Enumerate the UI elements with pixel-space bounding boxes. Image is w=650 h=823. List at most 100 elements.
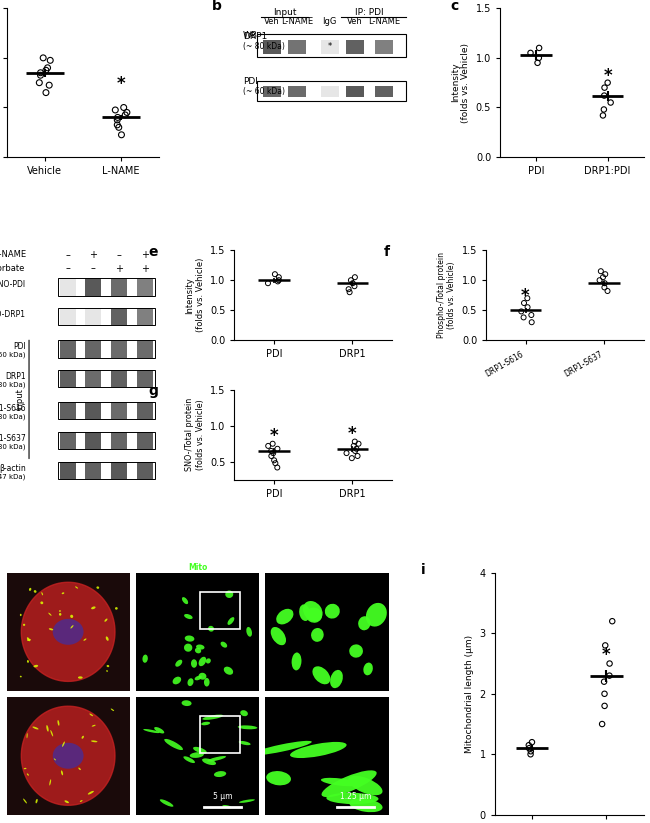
Ellipse shape: [239, 741, 251, 745]
Point: [112, 119, 122, 132]
Ellipse shape: [226, 590, 233, 598]
Text: *: *: [117, 75, 125, 93]
Ellipse shape: [251, 741, 312, 756]
Text: e: e: [148, 244, 157, 258]
Ellipse shape: [90, 714, 93, 716]
Bar: [85, 278, 101, 295]
Text: b: b: [212, 0, 222, 13]
Point: [270, 267, 280, 281]
Ellipse shape: [227, 617, 235, 625]
Point: [526, 316, 537, 329]
Text: 5 μm: 5 μm: [213, 792, 232, 801]
Ellipse shape: [115, 607, 118, 610]
Ellipse shape: [46, 725, 49, 732]
Point: [523, 300, 533, 314]
Text: (~ 80 kDa): (~ 80 kDa): [0, 413, 26, 420]
Polygon shape: [21, 706, 115, 806]
Text: (~ 80 kDa): (~ 80 kDa): [242, 43, 285, 52]
Ellipse shape: [292, 653, 302, 671]
Ellipse shape: [40, 602, 44, 604]
Ellipse shape: [27, 660, 29, 663]
Ellipse shape: [59, 610, 61, 611]
Ellipse shape: [75, 586, 78, 588]
Point: [343, 282, 354, 295]
Point: [599, 675, 609, 688]
Point: [267, 437, 278, 450]
Ellipse shape: [202, 714, 224, 720]
Bar: [111, 278, 127, 295]
Text: PDI: PDI: [13, 342, 26, 351]
Ellipse shape: [214, 771, 226, 777]
Ellipse shape: [27, 774, 29, 776]
Point: [595, 265, 606, 278]
Ellipse shape: [220, 642, 227, 648]
Text: Veh: Veh: [264, 17, 280, 26]
Bar: [111, 340, 127, 357]
Title: Mito: Mito: [188, 563, 207, 572]
Ellipse shape: [306, 607, 322, 623]
Ellipse shape: [164, 739, 183, 750]
Bar: [85, 432, 101, 449]
Bar: [58, 340, 155, 357]
Ellipse shape: [322, 770, 376, 797]
Ellipse shape: [326, 793, 378, 804]
Bar: [85, 462, 101, 479]
Ellipse shape: [270, 627, 286, 645]
Bar: [111, 462, 127, 479]
Bar: [263, 40, 281, 54]
Ellipse shape: [57, 720, 59, 726]
Text: DRP1: DRP1: [5, 372, 26, 381]
Point: [274, 271, 284, 284]
Point: [268, 447, 278, 460]
Bar: [60, 278, 75, 295]
Point: [263, 439, 274, 453]
Text: β-actin: β-actin: [0, 464, 26, 472]
Point: [269, 453, 280, 467]
Point: [599, 277, 610, 290]
Ellipse shape: [23, 798, 27, 803]
Point: [524, 742, 534, 755]
Point: [274, 273, 284, 286]
Bar: [200, 592, 239, 630]
Point: [41, 63, 51, 77]
Bar: [288, 40, 306, 54]
Ellipse shape: [62, 742, 65, 746]
Point: [348, 439, 359, 453]
Point: [532, 56, 543, 69]
Y-axis label: SNO-/Total protein
(folds vs. Vehicle): SNO-/Total protein (folds vs. Vehicle): [185, 398, 205, 472]
Text: 1.25 μm: 1.25 μm: [340, 792, 371, 801]
Bar: [60, 340, 75, 357]
Ellipse shape: [105, 619, 107, 621]
Ellipse shape: [64, 800, 69, 803]
Bar: [346, 40, 364, 54]
Ellipse shape: [185, 635, 194, 642]
Point: [42, 61, 53, 74]
Text: SNO-PDI: SNO-PDI: [0, 280, 26, 289]
Ellipse shape: [204, 678, 209, 686]
Ellipse shape: [32, 727, 38, 729]
Ellipse shape: [78, 677, 83, 679]
Ellipse shape: [142, 654, 148, 663]
Bar: [111, 308, 127, 325]
Point: [519, 296, 529, 309]
Text: L-NAME: L-NAME: [281, 17, 313, 26]
Ellipse shape: [196, 644, 205, 649]
Text: (~ 60 kDa): (~ 60 kDa): [0, 351, 26, 358]
Point: [534, 51, 544, 64]
Text: Input: Input: [15, 388, 24, 411]
Ellipse shape: [70, 625, 73, 629]
Ellipse shape: [27, 637, 30, 641]
Y-axis label: Intensity
(folds vs. Vehicle): Intensity (folds vs. Vehicle): [185, 258, 205, 332]
Bar: [137, 432, 153, 449]
Text: (~ 80 kDa): (~ 80 kDa): [0, 381, 26, 388]
Ellipse shape: [83, 639, 86, 641]
Bar: [58, 462, 155, 479]
Point: [112, 114, 122, 127]
Text: *: *: [348, 425, 357, 443]
Point: [351, 442, 361, 455]
Bar: [111, 402, 127, 420]
Ellipse shape: [23, 624, 25, 626]
Bar: [320, 86, 339, 97]
Ellipse shape: [363, 663, 373, 676]
Point: [116, 128, 127, 142]
